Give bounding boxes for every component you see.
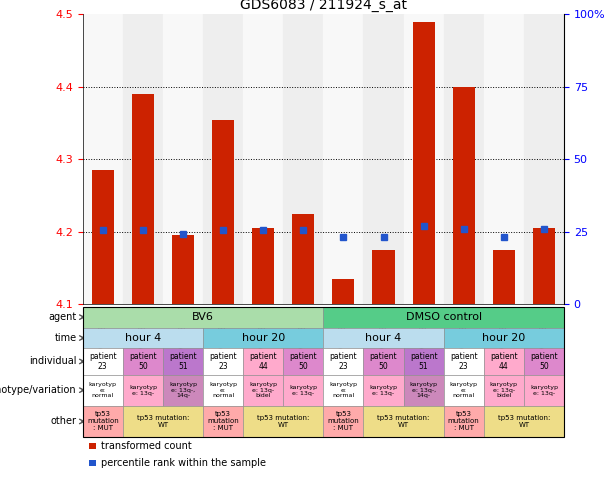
- Text: tp53 mutation:
WT: tp53 mutation: WT: [257, 415, 310, 428]
- Text: karyotyp
e:
normal: karyotyp e: normal: [329, 382, 357, 398]
- Bar: [132, 94, 154, 304]
- Text: patient
50: patient 50: [129, 352, 157, 371]
- Text: patient
51: patient 51: [410, 352, 438, 371]
- Text: patient
50: patient 50: [530, 352, 558, 371]
- Bar: [203, 14, 243, 304]
- Text: time: time: [55, 333, 77, 343]
- Bar: [123, 14, 163, 304]
- Bar: [373, 250, 395, 304]
- Text: other: other: [51, 416, 77, 426]
- Bar: [83, 14, 123, 304]
- Text: hour 4: hour 4: [365, 333, 402, 343]
- Bar: [493, 250, 515, 304]
- Title: GDS6083 / 211924_s_at: GDS6083 / 211924_s_at: [240, 0, 407, 12]
- Text: genotype/variation: genotype/variation: [0, 385, 77, 395]
- Text: tp53
mutation
: MUT: tp53 mutation : MUT: [87, 412, 119, 431]
- Text: hour 20: hour 20: [482, 333, 525, 343]
- Text: patient
50: patient 50: [289, 352, 317, 371]
- Bar: [212, 119, 234, 304]
- Bar: [324, 14, 364, 304]
- Bar: [172, 235, 194, 304]
- Text: karyotyp
e: 13q-: karyotyp e: 13q-: [530, 385, 558, 396]
- Bar: [252, 228, 274, 304]
- Bar: [163, 14, 203, 304]
- Text: agent: agent: [48, 312, 77, 322]
- Text: tp53 mutation:
WT: tp53 mutation: WT: [498, 415, 550, 428]
- Text: DMSO control: DMSO control: [406, 312, 482, 322]
- Text: BV6: BV6: [192, 312, 214, 322]
- Text: hour 20: hour 20: [242, 333, 285, 343]
- Bar: [364, 14, 403, 304]
- Bar: [533, 228, 555, 304]
- Text: karyotyp
e: 13q-: karyotyp e: 13q-: [370, 385, 397, 396]
- Bar: [292, 214, 314, 304]
- Text: patient
50: patient 50: [370, 352, 397, 371]
- Bar: [484, 14, 524, 304]
- Text: karyotyp
e: 13q-: karyotyp e: 13q-: [289, 385, 318, 396]
- Text: tp53
mutation
: MUT: tp53 mutation : MUT: [327, 412, 359, 431]
- Text: karyotyp
e: 13q-,
14q-: karyotyp e: 13q-, 14q-: [409, 382, 438, 398]
- Text: patient
44: patient 44: [490, 352, 517, 371]
- Bar: [452, 87, 474, 304]
- Text: karyotyp
e: 13q-,
14q-: karyotyp e: 13q-, 14q-: [169, 382, 197, 398]
- Bar: [332, 279, 354, 304]
- Text: patient
23: patient 23: [330, 352, 357, 371]
- Bar: [403, 14, 444, 304]
- Bar: [444, 14, 484, 304]
- Text: patient
23: patient 23: [209, 352, 237, 371]
- Text: karyotyp
e:
normal: karyotyp e: normal: [89, 382, 117, 398]
- Text: individual: individual: [29, 356, 77, 367]
- Text: tp53 mutation:
WT: tp53 mutation: WT: [137, 415, 189, 428]
- Text: hour 4: hour 4: [125, 333, 161, 343]
- Text: patient
44: patient 44: [249, 352, 277, 371]
- Text: tp53
mutation
: MUT: tp53 mutation : MUT: [448, 412, 479, 431]
- Text: karyotyp
e:
normal: karyotyp e: normal: [209, 382, 237, 398]
- Bar: [92, 170, 114, 304]
- Text: patient
23: patient 23: [89, 352, 116, 371]
- Bar: [413, 22, 435, 304]
- Bar: [243, 14, 283, 304]
- Text: karyotyp
e: 13q-
bidel: karyotyp e: 13q- bidel: [249, 382, 277, 398]
- Text: karyotyp
e:
normal: karyotyp e: normal: [450, 382, 478, 398]
- Text: transformed count: transformed count: [101, 441, 192, 451]
- Text: patient
51: patient 51: [169, 352, 197, 371]
- Text: karyotyp
e: 13q-
bidel: karyotyp e: 13q- bidel: [490, 382, 518, 398]
- Text: tp53 mutation:
WT: tp53 mutation: WT: [378, 415, 430, 428]
- Text: tp53
mutation
: MUT: tp53 mutation : MUT: [207, 412, 239, 431]
- Text: patient
23: patient 23: [450, 352, 478, 371]
- Bar: [283, 14, 324, 304]
- Bar: [524, 14, 564, 304]
- Text: percentile rank within the sample: percentile rank within the sample: [101, 458, 266, 468]
- Text: karyotyp
e: 13q-: karyotyp e: 13q-: [129, 385, 157, 396]
